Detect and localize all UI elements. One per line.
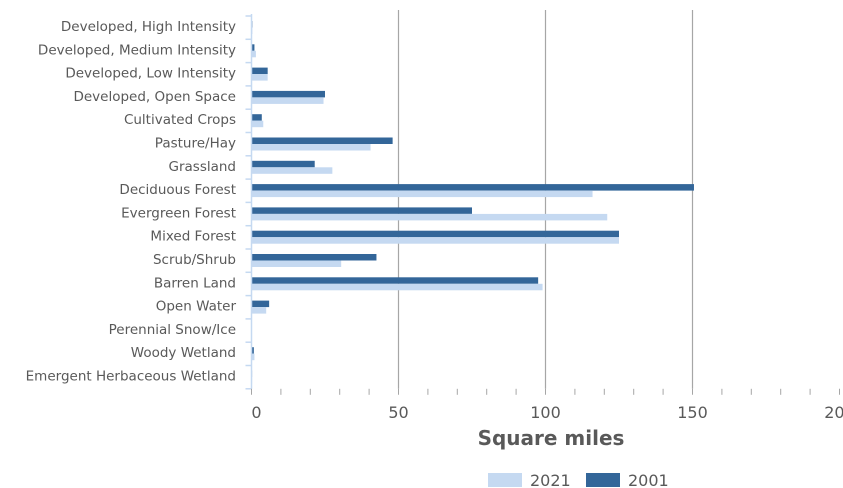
bar-2021-mixed-forest bbox=[251, 237, 619, 244]
bar-2001-barren-land bbox=[251, 277, 539, 284]
legend: 2021 2001 bbox=[488, 471, 669, 488]
category-label-open-water: Open Water bbox=[156, 299, 237, 315]
bar-2021-barren-land bbox=[251, 283, 543, 291]
tick-label-50: 50 bbox=[388, 403, 408, 422]
category-label-grassland: Grassland bbox=[169, 159, 237, 175]
category-label-cultivated-crops: Cultivated Crops bbox=[124, 112, 236, 128]
bar-2021-developed-low-intensity bbox=[251, 74, 268, 81]
legend-label-2021: 2021 bbox=[530, 471, 571, 488]
category-label-developed-high-intensity: Developed, High Intensity bbox=[61, 19, 236, 35]
value-axis bbox=[245, 14, 840, 395]
bar-2021-evergreen-forest bbox=[251, 213, 608, 221]
tick-label-100: 100 bbox=[530, 403, 561, 422]
bar-2001-open-water bbox=[251, 300, 270, 308]
bar-2001-grassland bbox=[251, 160, 315, 168]
bar-2001-scrub-shrub bbox=[251, 254, 377, 261]
tick-label-0: 0 bbox=[251, 403, 261, 422]
bar-2001-developed-open-space bbox=[251, 90, 325, 98]
legend-swatch-2001 bbox=[586, 473, 620, 487]
bar-2021-deciduous-forest bbox=[251, 190, 593, 198]
bar-2001-developed-low-intensity bbox=[251, 67, 268, 75]
legend-label-2001: 2001 bbox=[628, 471, 669, 488]
tick-label-150: 150 bbox=[677, 403, 708, 422]
category-label-barren-land: Barren Land bbox=[154, 275, 236, 291]
bar-2021-grassland bbox=[251, 167, 333, 174]
category-label-mixed-forest: Mixed Forest bbox=[150, 229, 236, 245]
category-label-scrub-shrub: Scrub/Shrub bbox=[153, 252, 236, 268]
bar-2021-pasture-hay bbox=[251, 144, 371, 151]
tick-label-200: 200 bbox=[824, 403, 843, 422]
bar-2021-woody-wetland bbox=[251, 353, 255, 361]
category-label-woody-wetland: Woody Wetland bbox=[131, 345, 236, 361]
bar-2021-open-water bbox=[251, 307, 267, 314]
bar-2021-cultivated-crops bbox=[251, 120, 264, 128]
bar-2021-scrub-shrub bbox=[251, 260, 342, 267]
x-axis-title: Square miles bbox=[478, 426, 625, 450]
category-label-deciduous-forest: Deciduous Forest bbox=[119, 182, 236, 198]
bar-2001-mixed-forest bbox=[251, 230, 619, 238]
category-label-developed-open-space: Developed, Open Space bbox=[73, 89, 236, 105]
bar-2001-developed-medium-intensity bbox=[251, 44, 255, 51]
bar-2001-pasture-hay bbox=[251, 137, 393, 144]
category-label-developed-medium-intensity: Developed, Medium Intensity bbox=[38, 42, 236, 58]
bar-2001-deciduous-forest bbox=[251, 184, 694, 191]
category-label-perennial-snow-ice: Perennial Snow/Ice bbox=[109, 322, 236, 338]
category-label-evergreen-forest: Evergreen Forest bbox=[121, 205, 236, 221]
legend-swatch-2021 bbox=[488, 473, 522, 487]
category-label-emergent-herbaceous-wetland: Emergent Herbaceous Wetland bbox=[26, 369, 236, 385]
category-labels: Developed, High Intensity Developed, Medi… bbox=[26, 19, 237, 385]
bars bbox=[251, 21, 694, 384]
tick-labels: 0 50 100 150 200 bbox=[251, 403, 843, 422]
bar-2001-cultivated-crops bbox=[251, 114, 262, 121]
bar-2001-evergreen-forest bbox=[251, 207, 472, 214]
bar-2001-woody-wetland bbox=[251, 347, 254, 354]
bar-2021-developed-medium-intensity bbox=[251, 50, 256, 58]
bar-2021-developed-open-space bbox=[251, 97, 324, 104]
category-label-pasture-hay: Pasture/Hay bbox=[155, 136, 236, 152]
category-label-developed-low-intensity: Developed, Low Intensity bbox=[65, 66, 236, 82]
gridlines bbox=[397, 10, 694, 389]
